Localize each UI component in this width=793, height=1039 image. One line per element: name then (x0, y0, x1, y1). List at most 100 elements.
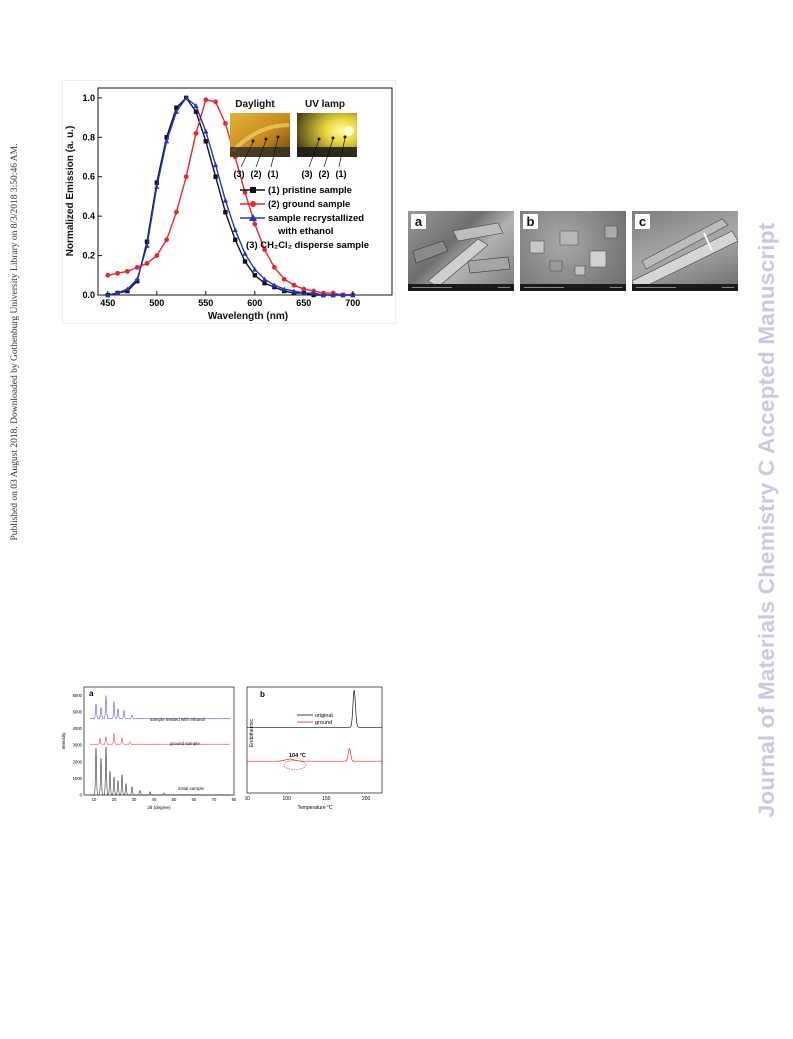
emission-point (213, 174, 218, 179)
xrd-xtick-label: 70 (212, 797, 217, 802)
emission-ytick-label: 0.4 (82, 211, 95, 221)
emission-legend: (1) pristine sample (2) ground sample sa… (240, 185, 369, 251)
xrd-ytick-label: 4000 (73, 726, 83, 731)
xrd-ytick-label: 1000 (73, 776, 83, 781)
emission-point (223, 210, 228, 215)
dsc-xtick-label: 100 (283, 796, 292, 802)
emission-point (291, 288, 297, 294)
xrd-figure: 10 20 30 40 50 60 70 80 0 1000 2000 3000 4000 5000 600… (60, 683, 237, 811)
emission-point (164, 138, 170, 144)
emission-xtick-label: 500 (149, 298, 164, 308)
dsc-annotation: 104 °C (289, 753, 306, 759)
emission-point (222, 197, 228, 203)
dsc-xlabel: Temperature °C (297, 805, 332, 811)
dsc-xtick-label: 50 (245, 796, 250, 802)
inset-label-2b: (2) (319, 169, 330, 179)
sem-image-b: b (520, 211, 626, 291)
inset-label-1: (1) (268, 169, 279, 179)
xrd-xtick-label: 20 (112, 797, 117, 802)
dsc-ylabel: Endothermic (249, 718, 255, 747)
sem-scalebar-a (408, 284, 514, 291)
emission-point (203, 128, 209, 134)
inset-label-1b: (1) (336, 169, 347, 179)
emission-point (262, 247, 267, 253)
xrd-ytick-label: 6000 (73, 693, 83, 698)
xrd-xtick-label: 40 (152, 797, 157, 802)
emission-point (301, 286, 307, 292)
emission-point (173, 109, 179, 114)
sem-scalebar-b (520, 284, 626, 291)
sem-label-c: c (635, 214, 650, 229)
xrd-ytick-label: 0 (80, 793, 83, 798)
emission-point (242, 251, 248, 256)
legend-item-recrystallized: sample recrystallized (268, 213, 364, 224)
emission-point (252, 266, 258, 272)
inset-daylight-label: Daylight (235, 99, 275, 110)
sem-scalebar-c (632, 284, 738, 291)
legend-item-pristine: (1) pristine sample (268, 185, 352, 196)
emission-xtick-label: 550 (198, 298, 213, 308)
emission-xlabel: Wavelength (nm) (208, 311, 288, 322)
emission-point (144, 243, 150, 248)
xrd-xtick-label: 60 (192, 797, 197, 802)
emission-point (213, 99, 219, 105)
emission-point (232, 227, 238, 233)
sem-image-c-texture (632, 218, 738, 291)
emission-point (272, 265, 277, 270)
dsc-trace (247, 690, 382, 728)
emission-point (320, 292, 326, 298)
inset-label-2: (2) (251, 169, 262, 179)
emission-point (242, 190, 248, 195)
xrd-ytick-label: 3000 (73, 743, 83, 748)
emission-point (203, 97, 209, 103)
emission-point (183, 95, 189, 101)
dsc-figure: 50 100 150 200 b original ground 104 °C End… (244, 683, 385, 811)
emission-point (134, 276, 140, 282)
daylight-photo (230, 113, 290, 157)
uv-photo (297, 113, 357, 157)
xrd-xtick-label: 10 (92, 797, 97, 802)
emission-ytick-label: 0.2 (82, 251, 95, 261)
sem-label-a: a (411, 214, 426, 229)
emission-point (124, 286, 130, 292)
emission-point (154, 183, 160, 189)
inset-label-3b: (3) (302, 169, 313, 179)
emission-ytick-label: 0.0 (82, 290, 95, 300)
emission-chart: 450 500 550 600 650 700 0.0 0.2 0.4 0.6 0.8 1.0 Nor… (65, 87, 393, 322)
sem-image-b-texture (529, 225, 618, 276)
emission-point (134, 265, 140, 270)
emission-point (174, 105, 179, 110)
emission-point (154, 180, 159, 185)
legend-item-ground: (2) ground sample (268, 199, 350, 210)
inset-label-3: (3) (234, 169, 245, 179)
inset-uv-label: UV lamp (305, 99, 345, 110)
emission-xtick-label: 700 (345, 298, 360, 308)
emission-point (291, 282, 297, 288)
emission-series-line (107, 96, 353, 296)
journal-watermark: Journal of Materials Chemistry C Accepte… (740, 0, 793, 1039)
xrd-trace-label-initial: initial sample (178, 786, 205, 791)
xrd-ytick-label: 5000 (73, 709, 83, 714)
emission-point (125, 268, 130, 274)
emission-point (193, 103, 199, 108)
emission-point (174, 209, 179, 215)
emission-point (330, 292, 336, 298)
xrd-ytick-label: 2000 (73, 759, 83, 764)
emission-point (271, 282, 277, 288)
dsc-trace (247, 747, 382, 762)
legend-item-disperse: (3) CH₂Cl₂ disperse sample (246, 240, 369, 251)
emission-point (223, 121, 228, 126)
emission-point (115, 270, 120, 276)
publication-sidebar: Published on 03 August 2018. Downloaded … (0, 0, 30, 1039)
xrd-ylabel: Intensity (61, 732, 66, 750)
dsc-legend-original: original (315, 713, 333, 719)
xrd-trace (89, 695, 231, 720)
xrd-trace-label-ground: ground sample (170, 741, 200, 746)
emission-point (115, 290, 121, 296)
emission-xtick-label: 650 (296, 298, 311, 308)
emission-point (262, 280, 267, 286)
xrd-trace-label-ethanol: sample treated with ethanol (150, 717, 205, 722)
emission-figure: 450 500 550 600 650 700 0.0 0.2 0.4 0.6 0.8 1.0 Nor… (62, 80, 396, 324)
xrd-xlabel: 2θ (degree) (147, 805, 171, 810)
dsc-panel-label: b (260, 690, 265, 699)
